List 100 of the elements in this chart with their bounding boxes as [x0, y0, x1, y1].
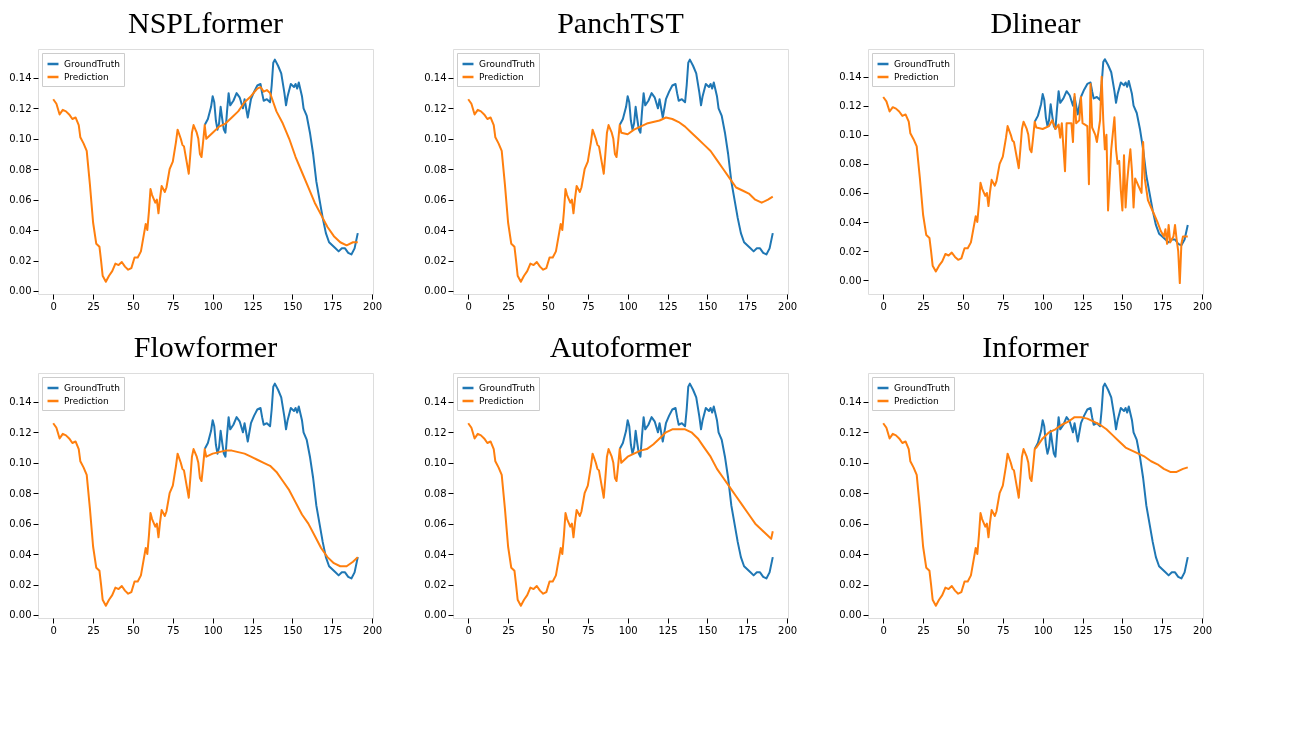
x-tick-label: 25: [502, 300, 515, 312]
legend-label: Prediction: [894, 72, 939, 82]
legend-label: GroundTruth: [64, 59, 120, 69]
x-tick-label: 100: [1033, 624, 1053, 636]
y-tick-label: 0.02: [839, 579, 862, 591]
chart-title: Dlinear: [990, 6, 1081, 39]
legend-label: GroundTruth: [894, 59, 950, 69]
x-tick-label: 175: [738, 300, 758, 312]
y-tick-label: 0.00: [9, 285, 32, 297]
x-tick-label: 125: [243, 300, 263, 312]
y-tick-label: 0.00: [839, 609, 862, 621]
y-tick-label: 0.08: [839, 487, 862, 499]
x-tick-label: 200: [1193, 624, 1213, 636]
y-tick-label: 0.02: [424, 255, 447, 267]
x-tick-label: 0: [880, 300, 887, 312]
y-tick-label: 0.06: [9, 518, 32, 530]
x-tick-label: 125: [658, 300, 678, 312]
y-tick-label: 0.10: [9, 457, 32, 469]
x-tick-label: 0: [880, 624, 887, 636]
y-tick-label: 0.10: [424, 457, 447, 469]
x-tick-label: 0: [50, 300, 57, 312]
y-tick-label: 0.14: [839, 396, 862, 408]
x-tick-label: 175: [1153, 300, 1173, 312]
x-tick-label: 75: [581, 300, 595, 312]
y-tick-label: 0.12: [839, 426, 862, 438]
line-series: [618, 58, 774, 256]
x-tick-label: 0: [50, 624, 57, 636]
y-tick-label: 0.14: [9, 396, 32, 408]
line-series: [52, 422, 359, 607]
y-tick-label: 0.06: [424, 194, 447, 206]
line-series: [618, 382, 774, 580]
x-tick-label: 150: [698, 300, 718, 312]
x-tick-label: 200: [363, 624, 383, 636]
x-tick-label: 25: [87, 624, 100, 636]
line-series: [1033, 58, 1189, 247]
x-tick-label: 200: [778, 624, 798, 636]
legend-label: Prediction: [479, 396, 524, 406]
x-tick-label: 150: [1113, 300, 1133, 312]
y-tick-label: 0.00: [839, 274, 862, 286]
y-tick-label: 0.12: [424, 426, 447, 438]
y-tick-label: 0.14: [424, 72, 447, 84]
y-tick-label: 0.00: [9, 609, 32, 621]
y-tick-label: 0.08: [9, 487, 32, 499]
x-tick-label: 150: [283, 624, 303, 636]
x-tick-label: 75: [996, 624, 1010, 636]
y-tick-label: 0.04: [9, 224, 32, 236]
line-series: [52, 86, 359, 283]
x-tick-label: 100: [618, 624, 638, 636]
legend-label: GroundTruth: [479, 59, 535, 69]
line-series: [467, 98, 774, 283]
x-tick-label: 75: [166, 624, 180, 636]
x-tick-label: 200: [363, 300, 383, 312]
x-tick-label: 175: [323, 300, 343, 312]
x-tick-label: 75: [581, 624, 595, 636]
x-tick-label: 125: [1073, 624, 1093, 636]
x-tick-label: 100: [1033, 300, 1053, 312]
legend-label: GroundTruth: [479, 383, 535, 393]
y-tick-label: 0.10: [839, 129, 862, 141]
chart-title: Informer: [982, 330, 1089, 363]
y-tick-label: 0.04: [424, 224, 447, 236]
legend-label: GroundTruth: [64, 383, 120, 393]
y-tick-label: 0.02: [839, 245, 862, 257]
y-tick-label: 0.14: [839, 71, 862, 83]
y-tick-label: 0.14: [9, 72, 32, 84]
chart-title: Flowformer: [133, 330, 278, 363]
x-tick-label: 50: [127, 624, 140, 636]
y-tick-label: 0.08: [839, 158, 862, 170]
x-tick-label: 125: [658, 624, 678, 636]
x-tick-label: 100: [618, 300, 638, 312]
x-tick-label: 50: [127, 300, 140, 312]
line-series: [203, 58, 359, 256]
y-tick-label: 0.06: [839, 187, 862, 199]
x-tick-label: 175: [738, 624, 758, 636]
y-tick-label: 0.12: [9, 102, 32, 114]
y-tick-label: 0.02: [424, 579, 447, 591]
x-tick-label: 150: [283, 300, 303, 312]
chart-title: PanchTST: [557, 6, 684, 39]
line-series: [882, 416, 1189, 607]
x-tick-label: 75: [996, 300, 1010, 312]
x-tick-label: 100: [203, 300, 223, 312]
line-series: [203, 382, 359, 580]
x-tick-label: 150: [698, 624, 718, 636]
y-tick-label: 0.12: [839, 100, 862, 112]
y-tick-label: 0.12: [424, 102, 447, 114]
x-tick-label: 50: [957, 624, 970, 636]
x-tick-label: 100: [203, 624, 223, 636]
x-tick-label: 25: [502, 624, 515, 636]
chart-title: Autoformer: [549, 330, 692, 363]
x-tick-label: 200: [1193, 300, 1213, 312]
x-tick-label: 25: [917, 624, 930, 636]
y-tick-label: 0.10: [839, 457, 862, 469]
y-tick-label: 0.00: [424, 609, 447, 621]
line-series: [1033, 382, 1189, 580]
x-tick-label: 50: [542, 300, 555, 312]
line-series: [467, 422, 774, 607]
y-tick-label: 0.06: [424, 518, 447, 530]
line-series: [882, 75, 1189, 285]
y-tick-label: 0.04: [839, 216, 862, 228]
x-tick-label: 175: [1153, 624, 1173, 636]
y-tick-label: 0.08: [424, 163, 447, 175]
